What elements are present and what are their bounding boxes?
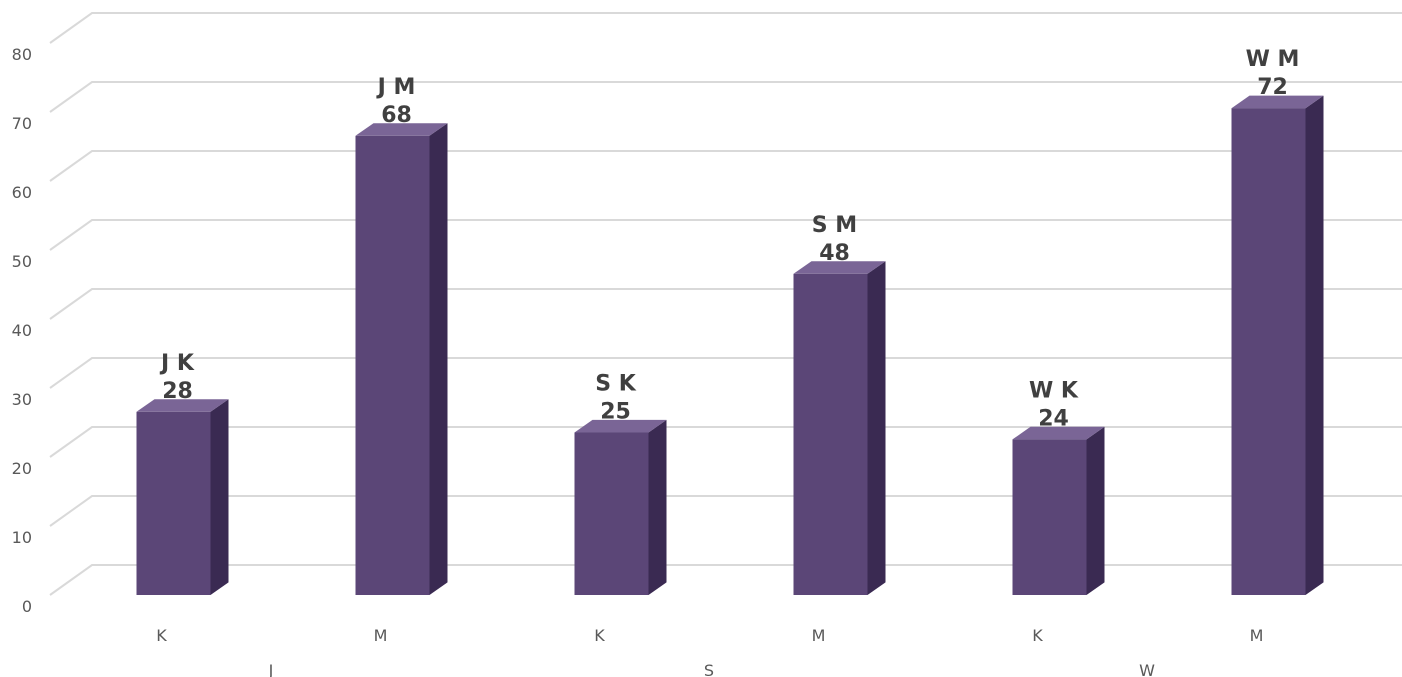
gridline: [49, 12, 1402, 44]
data-label-value: 25: [600, 400, 631, 425]
gridline: [49, 150, 1402, 182]
x-group-label: S: [704, 661, 714, 677]
bar: [793, 261, 886, 595]
gridline: [49, 564, 1402, 596]
y-tick-label: 30: [12, 390, 32, 409]
y-tick-label: 0: [22, 597, 32, 616]
bar-front: [793, 273, 868, 595]
bar-top: [136, 399, 229, 412]
bar-front: [1012, 439, 1087, 595]
x-group-label: W: [1139, 661, 1155, 677]
gridline: [49, 288, 1402, 320]
bar-top: [1231, 95, 1324, 109]
data-label-value: 28: [162, 379, 193, 404]
bar: [355, 123, 448, 596]
data-label-name: S M: [812, 213, 857, 238]
x-tick-label: K: [1032, 626, 1043, 645]
bar-side: [867, 261, 886, 595]
x-tick-label: K: [594, 626, 605, 645]
data-label-value: 68: [381, 103, 412, 128]
bar-front: [136, 411, 211, 595]
y-tick-label: 10: [12, 528, 32, 547]
y-tick-label: 40: [12, 321, 32, 340]
y-tick-label: 50: [12, 252, 32, 271]
data-label-value: 48: [819, 241, 850, 266]
x-tick-label: M: [812, 626, 826, 645]
bar-side: [1305, 95, 1324, 595]
bar-top: [793, 261, 886, 274]
data-label-name: W M: [1246, 47, 1300, 72]
y-tick-label: 60: [12, 183, 32, 202]
gridline: [49, 357, 1402, 389]
data-label-name: J K: [159, 351, 195, 376]
bar-side: [648, 419, 667, 595]
bar-front: [574, 432, 649, 595]
bar: [1231, 95, 1324, 595]
y-tick-label: 20: [12, 459, 32, 478]
gridlines: [49, 12, 1402, 596]
gridline: [49, 495, 1402, 527]
gridline: [49, 426, 1402, 458]
bar: [136, 399, 229, 595]
x-tick-label: K: [156, 626, 167, 645]
bars: [136, 95, 1324, 596]
y-tick-label: 70: [12, 114, 32, 133]
data-label-name: S K: [595, 372, 637, 397]
y-tick-label: 80: [12, 45, 32, 64]
data-label-name: W K: [1029, 378, 1079, 403]
bar: [1012, 426, 1105, 595]
bar-side: [429, 123, 448, 595]
data-labels: J K 28 J M 68 S K 25 S M 48 W K 24 W M 72: [159, 47, 1299, 431]
bar-front: [1231, 108, 1306, 595]
data-label-name: J M: [376, 75, 416, 100]
x-tick-label: M: [374, 626, 388, 645]
bar: [574, 419, 667, 595]
x-tick-label: M: [1250, 626, 1264, 645]
bar-front: [355, 135, 430, 596]
gridline: [49, 81, 1402, 113]
bar-top: [355, 123, 448, 136]
bar-side: [210, 399, 229, 595]
data-label-value: 72: [1257, 75, 1288, 100]
bar-side: [1086, 426, 1105, 595]
gridline: [49, 219, 1402, 251]
x-group-label: J: [268, 661, 274, 677]
data-label-value: 24: [1038, 406, 1069, 431]
bar-top: [1012, 426, 1105, 440]
bar-top: [574, 419, 667, 433]
y-axis-ticks: 0 10 20 30 40 50 60 70 80: [12, 45, 32, 616]
